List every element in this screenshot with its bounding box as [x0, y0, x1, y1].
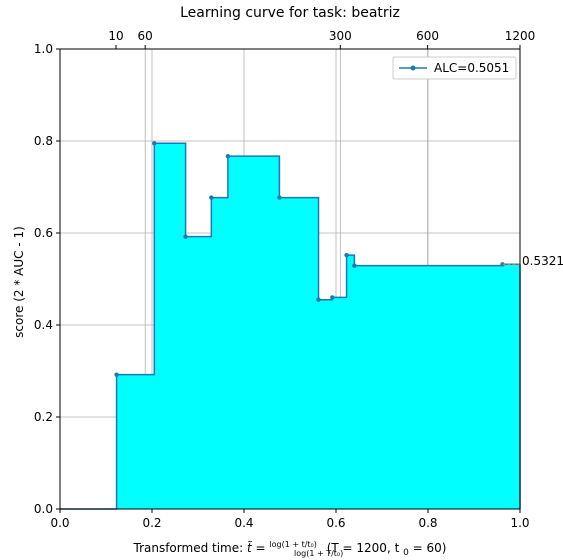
data-point	[225, 153, 231, 159]
y-axis-label: score (2 * AUC - 1)	[12, 226, 26, 338]
top-tick-label: 300	[329, 29, 352, 43]
x-axis-label-suffix: (T = 1200, t	[327, 541, 400, 555]
data-point	[209, 195, 214, 200]
y-tick-label: 0.4	[34, 318, 53, 332]
data-point	[500, 262, 505, 267]
x-axis-label-fraction: log(1 + t/t₀)	[269, 540, 317, 549]
x-axis-label-prefix: Transformed time:	[133, 541, 247, 555]
data-point	[344, 252, 349, 258]
y-tick-label: 0.6	[34, 226, 53, 240]
legend-marker	[410, 65, 416, 71]
legend-label: ALC=0.5051	[434, 61, 509, 75]
x-tick-label: 0.2	[142, 516, 161, 530]
y-tick-label: 0.0	[34, 502, 53, 516]
x-axis-label-tail: = 60)	[413, 541, 447, 555]
chart-title: Learning curve for task: beatriz	[180, 5, 400, 21]
x-axis-label-formula: t̃ =	[247, 541, 269, 555]
x-tick-label: 0.0	[50, 516, 69, 530]
y-tick-label: 0.8	[34, 134, 53, 148]
data-point	[183, 234, 188, 239]
x-tick-label: 0.8	[418, 516, 437, 530]
axes: 0.0 0.2 0.4 0.6 0.8 1.0 0.0 0.2 0.4 0.6 0.8 1.0 10 60…	[34, 29, 535, 530]
x-tick-label: 0.6	[326, 516, 345, 530]
data-point	[277, 195, 282, 200]
x-tick-label: 1.0	[510, 516, 529, 530]
top-tick-label: 10	[108, 29, 123, 43]
legend: ALC=0.5051	[392, 56, 517, 80]
data-point	[152, 141, 157, 146]
data-point	[352, 263, 357, 268]
plot-frame	[59, 48, 521, 510]
top-tick-label: 600	[416, 29, 439, 43]
data-point	[114, 372, 119, 377]
score-step-line	[60, 142, 520, 510]
x-tick-label: 0.4	[234, 516, 253, 530]
final-value-label: 0.5321	[522, 254, 563, 268]
y-tick-label: 1.0	[34, 42, 53, 56]
legend-box	[392, 56, 517, 80]
top-tick-label: 60	[138, 29, 153, 43]
plot-area	[60, 141, 521, 510]
x-axis-label: Transformed time: t̃ = log(1 + t/t₀) (T …	[133, 536, 447, 558]
x-axis-label-denominator: log(1 + T/t₀)	[294, 549, 343, 558]
score-area-fill	[60, 143, 520, 510]
data-point	[330, 295, 335, 300]
data-point	[316, 297, 321, 302]
top-tick-label: 1200	[505, 29, 536, 43]
x-axis-label-subscript: 0	[403, 548, 409, 558]
y-tick-label: 0.2	[34, 410, 53, 424]
